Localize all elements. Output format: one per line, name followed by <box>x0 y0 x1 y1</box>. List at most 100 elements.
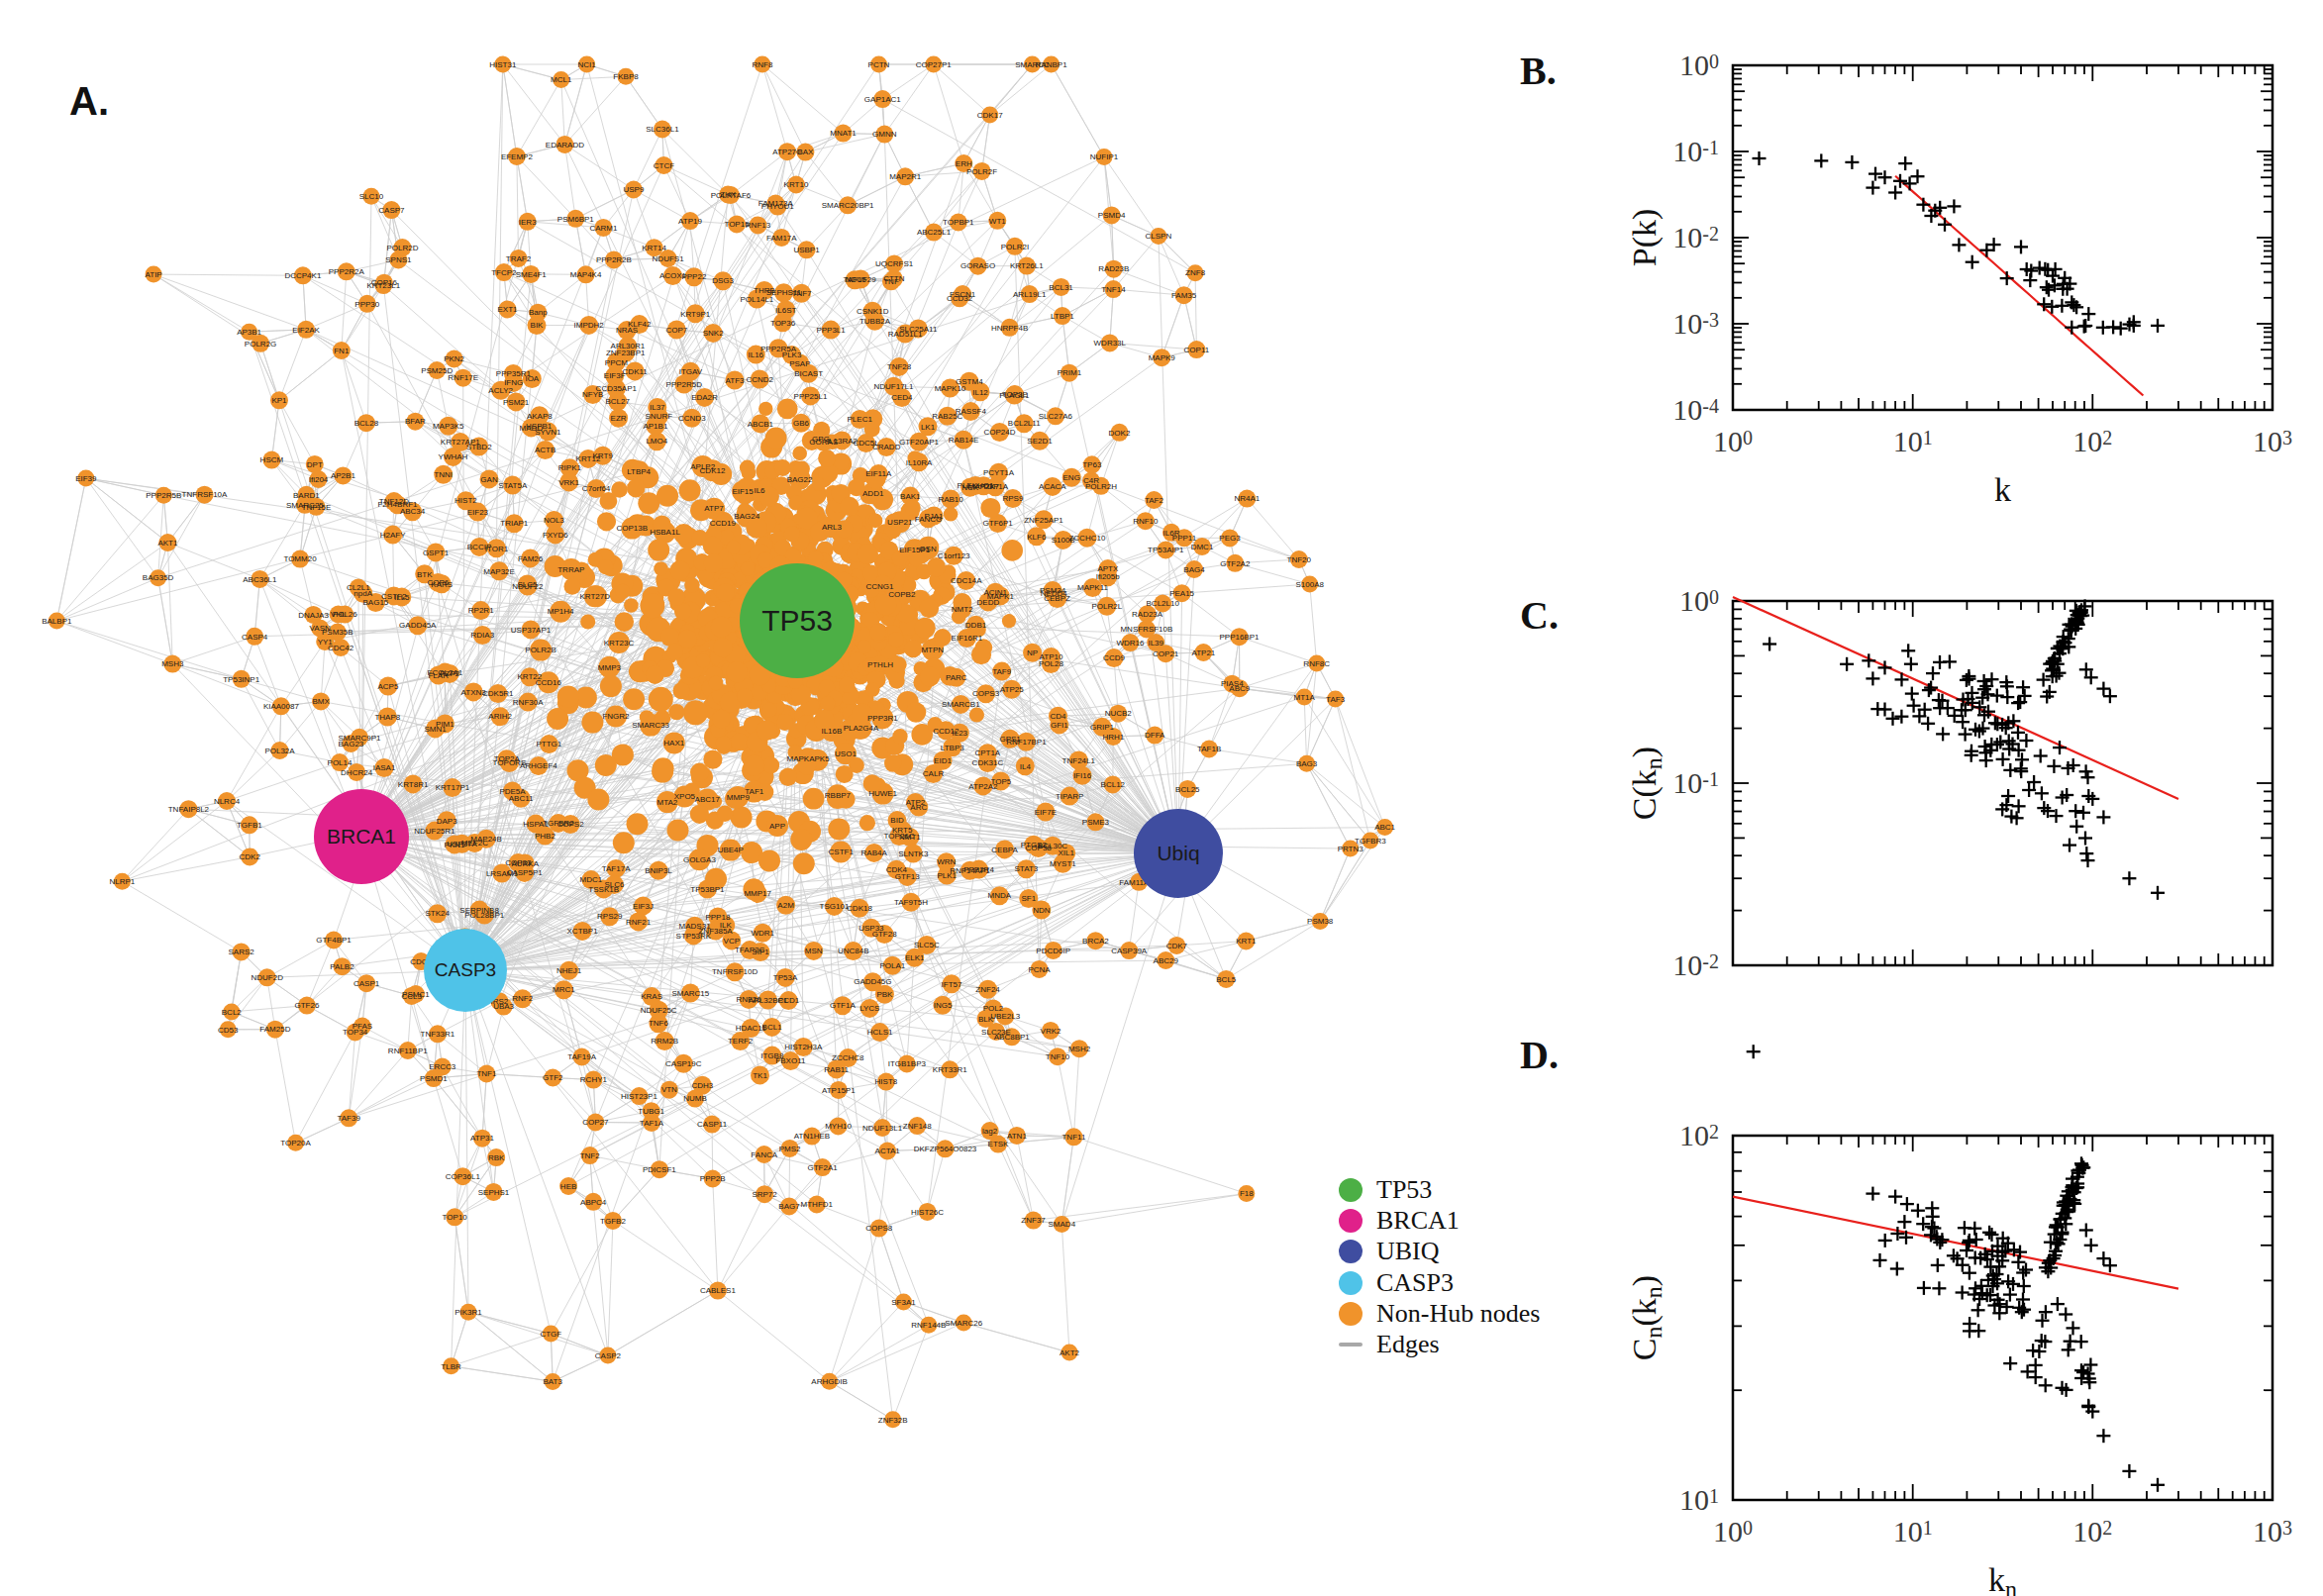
svg-text:MMP3: MMP3 <box>598 663 622 672</box>
svg-text:TNF33R1: TNF33R1 <box>421 1030 455 1039</box>
svg-text:LMO4: LMO4 <box>646 437 667 446</box>
svg-text:BMX: BMX <box>312 697 330 706</box>
svg-text:EIF15P1: EIF15P1 <box>899 546 931 554</box>
svg-text:KLF42: KLF42 <box>628 320 652 329</box>
svg-text:C(kn): C(kn) <box>1626 747 1666 820</box>
svg-text:ACLY2: ACLY2 <box>488 386 513 395</box>
svg-text:SMARCB1: SMARCB1 <box>942 700 980 709</box>
svg-text:Ubiq: Ubiq <box>1157 842 1199 864</box>
svg-text:RNF8: RNF8 <box>752 60 772 69</box>
svg-text:GTF26: GTF26 <box>294 1001 319 1010</box>
svg-text:RCHY1: RCHY1 <box>580 1075 608 1084</box>
svg-text:TIPARP: TIPARP <box>1056 792 1083 801</box>
svg-text:TNF1: TNF1 <box>476 1069 497 1078</box>
svg-text:TRIAP1: TRIAP1 <box>500 519 529 528</box>
svg-text:ING5: ING5 <box>934 1001 953 1010</box>
svg-text:IL37: IL37 <box>650 403 665 412</box>
svg-text:MAPK11: MAPK11 <box>1077 583 1109 592</box>
svg-text:IL16B: IL16B <box>821 727 842 736</box>
svg-text:CEBPA: CEBPA <box>991 846 1018 854</box>
svg-text:VASN: VASN <box>310 624 331 633</box>
svg-text:GTF6P1: GTF6P1 <box>983 519 1014 528</box>
svg-text:HRH1: HRH1 <box>1102 733 1124 742</box>
svg-text:SLC10: SLC10 <box>359 192 384 201</box>
svg-text:CDC42: CDC42 <box>328 644 354 652</box>
svg-text:TNFRSF10A: TNFRSF10A <box>182 490 228 499</box>
svg-text:GFI1: GFI1 <box>1051 721 1068 730</box>
svg-text:BAG35D: BAG35D <box>143 573 174 582</box>
svg-text:NLRP1: NLRP1 <box>110 877 136 886</box>
svg-text:DSG3: DSG3 <box>712 276 734 285</box>
svg-text:10-1: 10-1 <box>1672 135 1719 167</box>
svg-text:YWHAH: YWHAH <box>439 452 468 461</box>
svg-text:NDUFS1: NDUFS1 <box>653 254 685 263</box>
svg-text:LTBP3: LTBP3 <box>941 744 964 752</box>
svg-text:NDUF25R1: NDUF25R1 <box>414 827 455 836</box>
svg-text:MTPN: MTPN <box>921 646 944 654</box>
svg-text:CCL3: CCL3 <box>401 992 422 1001</box>
svg-text:TNF14: TNF14 <box>1101 285 1126 294</box>
svg-text:TOP20A: TOP20A <box>280 1139 311 1147</box>
svg-text:EZR: EZR <box>611 414 627 423</box>
svg-text:EIF16R1: EIF16R1 <box>952 634 983 643</box>
svg-text:ACTA1: ACTA1 <box>875 1147 901 1155</box>
svg-text:IFNG: IFNG <box>504 378 523 387</box>
svg-text:HDAC11: HDAC11 <box>736 1024 767 1033</box>
svg-text:npdA: npdA <box>354 589 372 598</box>
svg-text:POLR2F: POLR2F <box>966 167 997 176</box>
svg-text:MRC1: MRC1 <box>553 985 575 994</box>
svg-text:EIF23: EIF23 <box>467 508 489 517</box>
svg-text:BAG3: BAG3 <box>1296 759 1318 768</box>
svg-text:KRT8R1: KRT8R1 <box>398 780 429 789</box>
svg-text:CPT1A: CPT1A <box>974 748 1000 757</box>
svg-text:TOP10: TOP10 <box>443 1213 468 1222</box>
svg-text:MNAT1: MNAT1 <box>830 129 857 138</box>
svg-text:GORASO: GORASO <box>960 261 995 270</box>
svg-text:KRT26L1: KRT26L1 <box>1010 261 1044 270</box>
svg-text:IL13RA2: IL13RA2 <box>827 437 858 446</box>
svg-text:BAG15: BAG15 <box>363 598 389 607</box>
svg-text:IL12: IL12 <box>972 388 988 397</box>
svg-text:COP7: COP7 <box>665 326 687 335</box>
svg-text:HSCM: HSCM <box>260 455 284 464</box>
svg-text:H2AFY: H2AFY <box>380 531 406 540</box>
svg-text:BIK: BIK <box>531 321 545 330</box>
svg-text:HSPB1: HSPB1 <box>526 422 553 431</box>
svg-text:ERH: ERH <box>956 159 972 168</box>
svg-text:DAP3: DAP3 <box>437 817 457 826</box>
svg-text:MMP17: MMP17 <box>744 889 771 898</box>
svg-text:NR4A1: NR4A1 <box>1234 494 1260 503</box>
svg-text:POLR2I: POLR2I <box>1001 243 1029 251</box>
svg-text:PPCM: PPCM <box>605 358 628 367</box>
svg-text:CARM1: CARM1 <box>589 224 618 233</box>
svg-text:TNFRSF10D: TNFRSF10D <box>712 967 758 976</box>
svg-text:GTF13: GTF13 <box>895 872 920 881</box>
svg-text:VRK2: VRK2 <box>1041 1027 1061 1036</box>
svg-text:kn: kn <box>1988 1561 2017 1596</box>
svg-text:LYCS: LYCS <box>859 1004 879 1013</box>
svg-text:FAM35: FAM35 <box>1171 291 1197 300</box>
svg-text:ATP2: ATP2 <box>906 798 926 807</box>
svg-text:103: 103 <box>2253 1515 2292 1547</box>
svg-text:NLRC4: NLRC4 <box>214 797 241 806</box>
svg-text:BAG22: BAG22 <box>787 475 813 484</box>
svg-text:POL14: POL14 <box>328 758 353 767</box>
svg-text:MNDA: MNDA <box>988 891 1012 900</box>
svg-text:FAM25D: FAM25D <box>259 1025 290 1034</box>
svg-text:EIF39: EIF39 <box>75 474 97 483</box>
svg-text:SF1: SF1 <box>1021 894 1036 903</box>
svg-text:CSTF1: CSTF1 <box>829 848 855 856</box>
svg-text:TNF6: TNF6 <box>649 1019 669 1028</box>
svg-text:TGFBR2: TGFBR2 <box>543 819 574 828</box>
svg-text:SIP1: SIP1 <box>752 948 769 956</box>
svg-text:PRIM1: PRIM1 <box>1058 368 1082 377</box>
svg-text:ITGAV: ITGAV <box>679 367 703 376</box>
svg-text:IL23: IL23 <box>953 729 968 738</box>
svg-text:ARHGDIB: ARHGDIB <box>811 1377 847 1386</box>
svg-text:CDK18: CDK18 <box>847 904 872 913</box>
svg-text:RNF30A: RNF30A <box>513 698 544 707</box>
svg-text:KRAS: KRAS <box>641 992 662 1001</box>
svg-text:NP: NP <box>1027 648 1038 657</box>
svg-text:FAM173A: FAM173A <box>758 199 794 208</box>
svg-text:RASSF4: RASSF4 <box>956 407 987 416</box>
